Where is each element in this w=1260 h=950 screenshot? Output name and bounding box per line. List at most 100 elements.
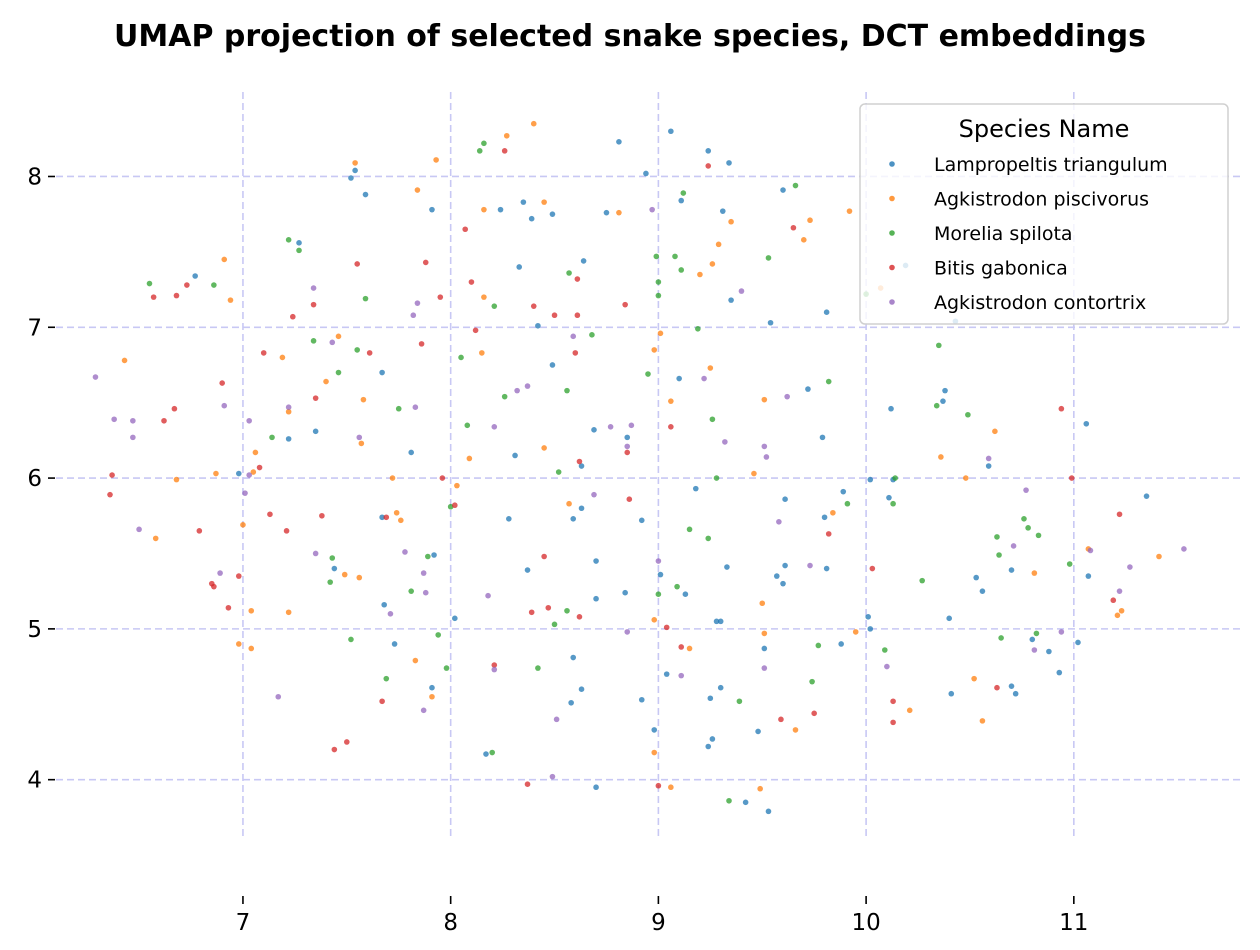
data-point bbox=[549, 211, 556, 217]
data-point bbox=[383, 514, 390, 521]
data-point bbox=[568, 699, 574, 706]
data-point bbox=[838, 641, 844, 647]
data-point bbox=[678, 672, 685, 679]
data-point bbox=[1023, 487, 1029, 493]
data-point bbox=[506, 515, 512, 522]
data-point bbox=[574, 312, 581, 319]
data-point bbox=[283, 528, 290, 534]
data-point bbox=[358, 440, 365, 447]
data-point bbox=[765, 808, 772, 815]
data-point bbox=[663, 624, 670, 631]
data-point bbox=[782, 562, 788, 569]
data-point bbox=[524, 383, 531, 389]
data-point bbox=[668, 424, 674, 430]
data-point bbox=[485, 592, 491, 599]
data-point bbox=[514, 387, 520, 394]
data-point bbox=[973, 574, 979, 581]
data-point bbox=[329, 555, 336, 561]
data-point bbox=[211, 583, 217, 590]
data-point bbox=[275, 693, 282, 700]
data-point bbox=[458, 354, 464, 361]
data-point bbox=[680, 190, 687, 196]
data-point bbox=[481, 294, 487, 300]
data-point bbox=[800, 237, 807, 243]
data-point bbox=[965, 411, 971, 418]
legend-box bbox=[859, 103, 1229, 325]
data-point bbox=[1118, 607, 1125, 614]
data-point bbox=[823, 309, 830, 316]
data-point bbox=[940, 398, 946, 404]
data-point bbox=[335, 333, 342, 340]
data-point bbox=[624, 449, 631, 456]
data-point bbox=[551, 621, 558, 628]
data-point bbox=[256, 464, 263, 471]
legend-marker bbox=[889, 195, 895, 202]
data-point bbox=[655, 558, 662, 564]
y-tick-label: 6 bbox=[27, 466, 42, 492]
data-point bbox=[312, 428, 319, 435]
y-tick-label: 5 bbox=[27, 617, 42, 643]
data-point bbox=[422, 259, 429, 266]
data-point bbox=[393, 509, 400, 516]
legend-marker bbox=[889, 264, 895, 271]
data-point bbox=[545, 604, 552, 611]
data-point bbox=[1058, 629, 1065, 635]
data-point bbox=[420, 707, 427, 714]
data-point bbox=[279, 354, 286, 361]
data-point bbox=[1058, 405, 1065, 412]
data-point bbox=[830, 509, 836, 516]
data-point bbox=[462, 226, 469, 233]
data-point bbox=[888, 405, 894, 412]
data-point bbox=[701, 375, 707, 382]
data-point bbox=[705, 535, 712, 542]
data-point bbox=[886, 494, 892, 501]
data-point bbox=[528, 609, 535, 616]
data-point bbox=[290, 313, 296, 320]
data-point bbox=[130, 417, 136, 424]
data-point bbox=[761, 443, 768, 450]
data-point bbox=[819, 434, 826, 441]
data-point bbox=[452, 615, 458, 622]
data-point bbox=[468, 279, 475, 285]
data-point bbox=[994, 534, 1000, 540]
data-point bbox=[1116, 588, 1123, 594]
series-3 bbox=[107, 148, 1123, 789]
data-point bbox=[235, 470, 242, 477]
data-point bbox=[524, 781, 531, 788]
data-point bbox=[240, 522, 246, 528]
data-point bbox=[1181, 546, 1187, 552]
data-point bbox=[310, 338, 317, 344]
data-point bbox=[221, 256, 228, 263]
series-2 bbox=[146, 140, 1073, 804]
data-point bbox=[607, 424, 614, 430]
data-point bbox=[250, 469, 257, 475]
data-point bbox=[248, 607, 255, 614]
data-point bbox=[150, 294, 157, 300]
data-point bbox=[1110, 597, 1117, 604]
data-point bbox=[452, 502, 458, 509]
data-point bbox=[651, 347, 658, 353]
data-point bbox=[285, 237, 292, 243]
data-point bbox=[535, 665, 541, 671]
data-point bbox=[778, 716, 784, 723]
data-point bbox=[705, 148, 712, 154]
data-point bbox=[578, 463, 585, 469]
data-point bbox=[331, 565, 338, 572]
data-point bbox=[362, 191, 369, 198]
data-point bbox=[219, 380, 225, 386]
data-point bbox=[352, 160, 358, 166]
data-point bbox=[572, 350, 579, 356]
data-point bbox=[892, 475, 898, 481]
data-point bbox=[726, 797, 732, 804]
data-point bbox=[335, 369, 342, 376]
data-point bbox=[624, 434, 631, 441]
data-point bbox=[852, 629, 859, 635]
data-point bbox=[840, 488, 847, 495]
data-point bbox=[1085, 573, 1092, 579]
data-point bbox=[1087, 547, 1094, 554]
data-point bbox=[624, 443, 631, 450]
data-point bbox=[678, 267, 685, 273]
data-point bbox=[553, 716, 560, 723]
data-point bbox=[564, 607, 570, 614]
y-tick-label: 4 bbox=[27, 768, 42, 794]
